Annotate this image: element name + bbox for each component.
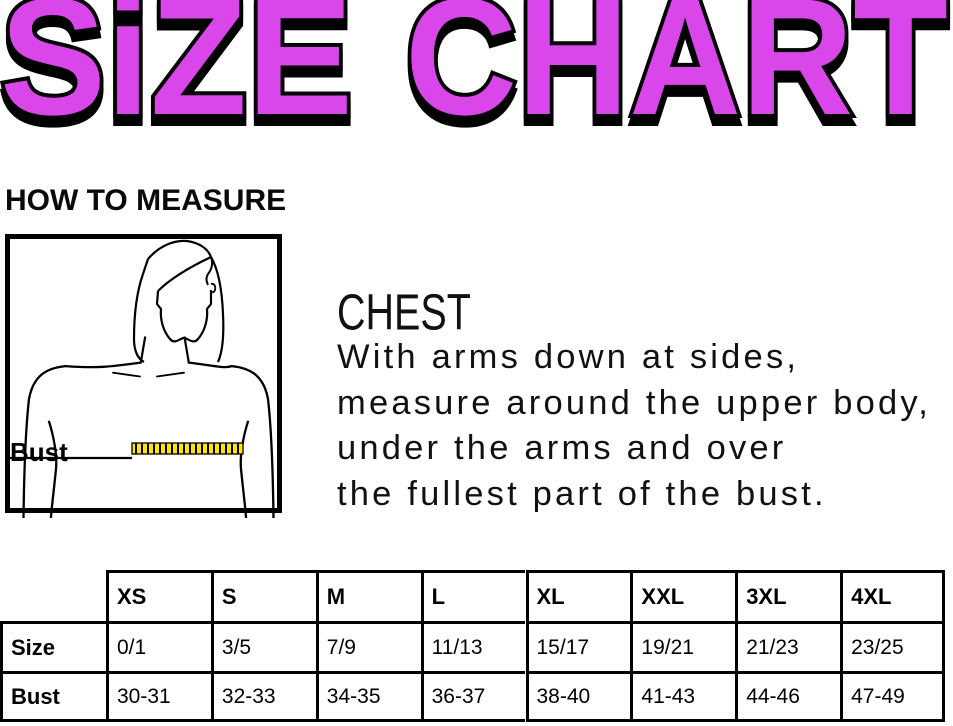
- svg-text:CHART: CHART: [405, 0, 948, 134]
- svg-text:SiZE: SiZE: [0, 0, 353, 134]
